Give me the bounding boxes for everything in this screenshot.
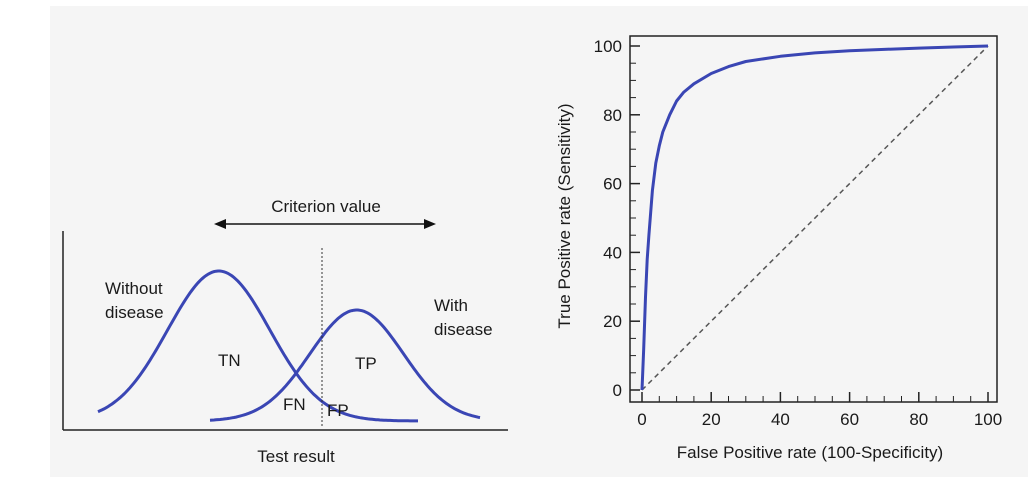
panel-background — [50, 6, 1028, 477]
roc-y-tick-label: 60 — [603, 175, 622, 194]
distribution-diagram: Criterion value Without disease With dis… — [62, 197, 508, 466]
roc-y-tick-label: 0 — [613, 381, 622, 400]
diagram-x-axis-label: Test result — [257, 447, 335, 466]
without-disease-label-line1: Without — [105, 279, 163, 298]
roc-x-tick-label: 100 — [974, 410, 1002, 429]
roc-y-tick-label: 80 — [603, 106, 622, 125]
roc-y-tick-label: 100 — [594, 37, 622, 56]
criterion-arrow-left-head — [214, 219, 226, 229]
roc-x-tick-label: 60 — [840, 410, 859, 429]
with-disease-label-line2: disease — [434, 320, 493, 339]
roc-y-tick-label: 40 — [603, 243, 622, 262]
roc-x-tick-label: 40 — [771, 410, 790, 429]
with-disease-label-line1: With — [434, 296, 468, 315]
roc-x-tick-label: 20 — [702, 410, 721, 429]
roc-y-axis-label: True Positive rate (Sensitivity) — [555, 103, 574, 328]
roc-x-axis-label: False Positive rate (100-Specificity) — [677, 443, 943, 462]
criterion-arrow-right-head — [424, 219, 436, 229]
roc-chart: 0 20 40 60 80 100 0 20 40 60 80 100 False Positive … — [555, 35, 1003, 462]
roc-curve-line — [640, 44, 989, 391]
criterion-label: Criterion value — [271, 197, 381, 216]
region-label-fn: FN — [283, 395, 306, 414]
curve-with-disease — [209, 308, 481, 422]
roc-plot-frame — [629, 35, 998, 403]
curve-without-disease — [97, 269, 418, 423]
roc-reference-diagonal — [641, 45, 989, 391]
roc-x-tick-label: 0 — [637, 410, 646, 429]
region-label-tp: TP — [355, 354, 377, 373]
region-label-tn: TN — [218, 351, 241, 370]
roc-y-tick-label: 20 — [603, 312, 622, 331]
roc-x-tick-label: 80 — [909, 410, 928, 429]
roc-axis-ticks: 0 20 40 60 80 100 0 20 40 60 80 100 — [594, 37, 1003, 429]
without-disease-label-line2: disease — [105, 303, 164, 322]
region-label-fp: FP — [327, 401, 349, 420]
